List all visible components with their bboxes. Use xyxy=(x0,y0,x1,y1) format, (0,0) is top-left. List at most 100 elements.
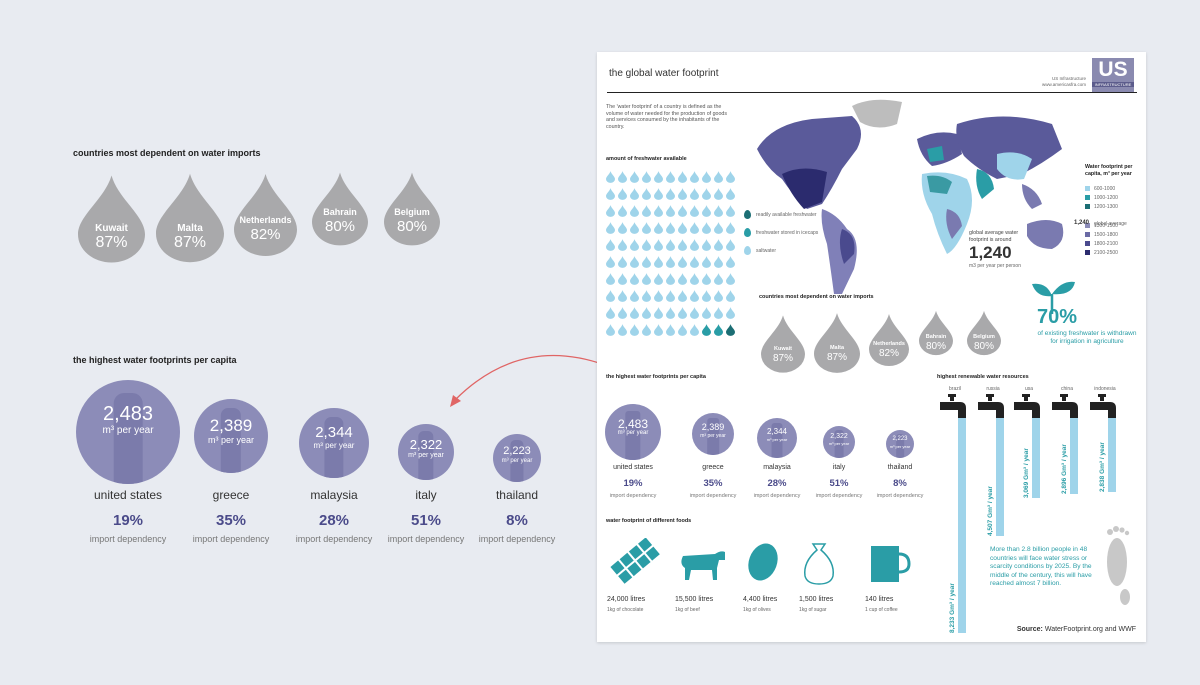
renew-country: china xyxy=(1061,386,1073,392)
import-country: Belgium xyxy=(973,334,995,341)
water-drop-icon xyxy=(726,289,735,307)
water-drop-icon xyxy=(666,289,675,307)
poster-footprint-circle: 2,322 m³ per year xyxy=(823,426,855,458)
water-drop-icon xyxy=(606,272,615,290)
import-pct: 87% xyxy=(173,234,207,251)
renew-value: 2,838 Gm³ / year xyxy=(1099,442,1106,492)
legend-label: 600-1000 xyxy=(1094,186,1116,192)
water-drop-icon xyxy=(630,204,639,222)
sprout-icon xyxy=(1032,281,1075,314)
water-drop-icon xyxy=(690,306,699,324)
renew-country: brazil xyxy=(949,386,961,392)
water-drop-icon xyxy=(606,187,615,205)
water-drop-icon xyxy=(618,255,627,273)
import-country: Malta xyxy=(177,223,203,234)
water-drop-icon xyxy=(726,187,735,205)
global-avg-value: 1,240 xyxy=(1074,220,1090,226)
fw-legend-label: readily available freshwater xyxy=(756,212,817,218)
footprint-value: 2,389 xyxy=(701,422,725,433)
footprint-pct: 28% xyxy=(767,478,787,489)
water-drop-icon xyxy=(618,238,627,256)
poster-footprint-title: the highest water footprints per capita xyxy=(606,374,706,380)
person-icon xyxy=(896,433,904,458)
water-drop-icon xyxy=(630,272,639,290)
water-drop-icon xyxy=(618,221,627,239)
import-country: Netherlands xyxy=(873,341,905,348)
renew-country: indonesia xyxy=(1094,386,1116,392)
map-legend-title: Water footprint per capita, m³ per year xyxy=(1085,164,1133,177)
poster-import-drop: Malta 87% xyxy=(814,304,860,382)
footprint-dep-label: import dependency xyxy=(609,493,657,499)
water-drop-icon xyxy=(618,170,627,188)
irrigation-pct: 70% xyxy=(1037,306,1078,328)
import-drop: Belgium 80% xyxy=(384,167,440,251)
imports-title: countries most dependent on water import… xyxy=(73,148,261,158)
legend-swatch xyxy=(1085,241,1090,246)
legend-label: 1000-1200 xyxy=(1094,195,1118,201)
person-icon xyxy=(834,430,844,458)
water-drop-icon xyxy=(690,170,699,188)
footprint-circle: 2,389 m³ per year xyxy=(194,399,268,473)
logo: US INFRASTRUCTURE xyxy=(1092,58,1134,92)
food-litres: 15,500 litres xyxy=(675,596,714,603)
footprint-icon xyxy=(1107,526,1130,605)
water-drop-icon xyxy=(654,306,663,324)
poster-title: the global water footprint xyxy=(609,68,719,79)
water-drop-icon xyxy=(666,221,675,239)
coffee-cup-icon xyxy=(865,538,913,591)
water-drop-icon xyxy=(606,255,615,273)
tap-icon xyxy=(938,394,968,431)
footprint-unit: m³ per year xyxy=(207,434,254,445)
water-drop-icon xyxy=(702,204,711,222)
poster-footprint-circle: 2,344 m³ per year xyxy=(757,418,797,458)
footprint-circle: 2,223 m³ per year xyxy=(493,434,541,482)
water-drop-icon xyxy=(678,272,687,290)
scarcity-text: More than 2.8 billion people in 48 count… xyxy=(990,546,1092,587)
renew-title: highest renewable water resources xyxy=(937,374,1029,380)
renew-country: usa xyxy=(1024,386,1034,392)
footprint-value: 2,322 xyxy=(409,436,443,452)
water-drop-icon xyxy=(690,238,699,256)
irrigation-text: of existing freshwater is withdrawn for … xyxy=(1037,330,1137,345)
poster-footprint-circles: 2,483 m³ per year united states 19% import d… xyxy=(597,382,927,512)
footprint-pct: 19% xyxy=(623,478,643,489)
water-drop-icon xyxy=(726,255,735,273)
title-rule xyxy=(607,92,1137,93)
water-drop-icon xyxy=(714,170,723,188)
water-drop-icon xyxy=(678,255,687,273)
footprint-pct: 51% xyxy=(829,478,849,489)
footprint-country: united states xyxy=(93,488,163,502)
footprint-value: 2,322 xyxy=(830,433,848,441)
tap-icon xyxy=(1050,394,1080,431)
footprint-unit: m³ per year xyxy=(828,441,850,447)
person-icon xyxy=(510,440,524,482)
person-icon xyxy=(220,408,242,473)
import-pct: 80% xyxy=(973,341,994,353)
import-pct: 82% xyxy=(250,226,281,243)
footprint-title: the highest water footprints per capita xyxy=(73,355,237,365)
footprint-country: thailand xyxy=(495,488,539,502)
water-drop-icon xyxy=(606,204,615,222)
fw-legend-dark-icon xyxy=(744,210,751,219)
renew-value: 3,069 Gm³ / year xyxy=(1023,448,1030,498)
poster-import-drop: Belgium 80% xyxy=(967,304,1001,362)
foods-title: water footprint of different foods xyxy=(606,518,692,524)
water-drop-icon xyxy=(714,255,723,273)
water-drop-icon xyxy=(714,272,723,290)
person-icon xyxy=(113,393,143,484)
intro-text: The 'water footprint' of a country is de… xyxy=(606,104,728,130)
water-drop-icon xyxy=(678,289,687,307)
water-drop-icon xyxy=(690,204,699,222)
food-item: 1kg of chocolate xyxy=(607,607,644,613)
water-drop-icon xyxy=(678,221,687,239)
legend-swatch xyxy=(1085,186,1090,191)
footprint-unit: m³ per year xyxy=(700,432,726,439)
footprint-dep-label: import dependency xyxy=(876,493,924,499)
footprint-value: 2,483 xyxy=(102,403,154,426)
water-drop-icon xyxy=(678,238,687,256)
food-litres: 140 litres xyxy=(865,596,894,603)
footprint-circle: 2,483 m³ per year xyxy=(76,380,180,484)
footprint-unit: m³ per year xyxy=(766,437,788,442)
water-drop-icon xyxy=(654,255,663,273)
water-drop-icon xyxy=(630,187,639,205)
